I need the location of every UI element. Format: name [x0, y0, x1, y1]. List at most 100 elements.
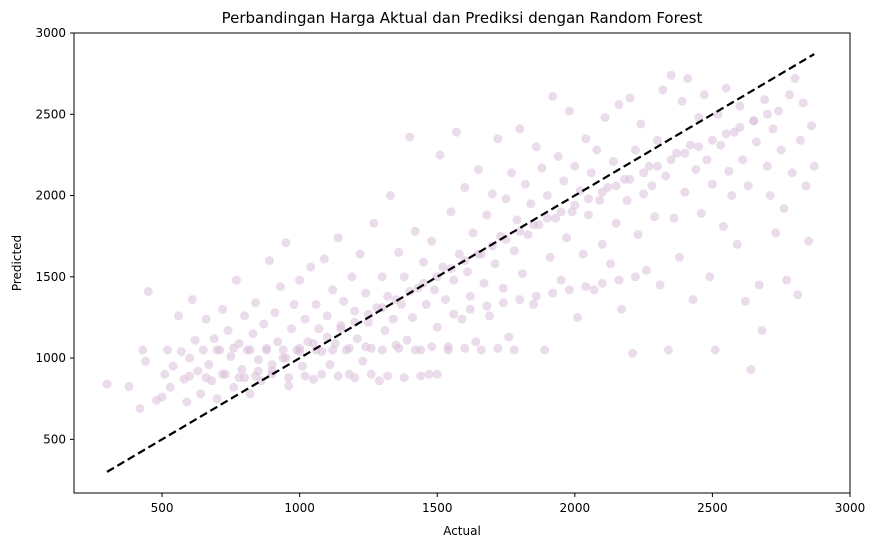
scatter-point — [630, 145, 640, 155]
scatter-point — [652, 135, 662, 145]
scatter-point — [482, 301, 492, 311]
scatter-point — [545, 252, 555, 262]
scatter-point — [380, 326, 390, 335]
x-tick-label: 2000 — [560, 501, 591, 515]
scatter-point — [430, 285, 439, 295]
scatter-point — [281, 238, 291, 248]
y-tick-label: 1500 — [35, 270, 66, 284]
scatter-point — [209, 334, 219, 344]
scatter-point — [523, 230, 533, 240]
scatter-point — [713, 109, 723, 119]
scatter-point — [804, 236, 814, 246]
scatter-point — [295, 275, 305, 285]
scatter-point — [185, 353, 195, 363]
scatter-point — [658, 85, 668, 95]
scatter-point — [633, 230, 643, 240]
scatter-point — [135, 404, 145, 413]
scatter-point — [762, 161, 772, 171]
y-tick-label: 1000 — [35, 351, 66, 365]
scatter-point — [771, 228, 781, 238]
scatter-point — [185, 371, 195, 381]
scatter-point — [666, 70, 676, 80]
scatter-point — [308, 339, 318, 348]
scatter-point — [630, 272, 640, 282]
scatter-point — [361, 288, 371, 298]
scatter-point — [198, 345, 208, 355]
scatter-point — [427, 236, 437, 246]
scatter-point — [669, 213, 679, 223]
scatter-point — [584, 210, 594, 220]
scatter-point — [608, 156, 618, 166]
scatter-point — [809, 161, 819, 171]
scatter-point — [564, 285, 574, 295]
scatter-point — [614, 275, 624, 285]
scatter-point — [716, 140, 726, 150]
scatter-point — [531, 142, 541, 152]
scatter-point — [165, 382, 175, 392]
scatter-point — [509, 345, 519, 355]
scatter-point — [798, 98, 808, 108]
scatter-point — [680, 187, 690, 197]
scatter-point — [226, 352, 236, 361]
scatter-point — [518, 269, 527, 279]
scatter-point — [297, 361, 307, 371]
scatter-point — [231, 275, 241, 285]
scatter-point — [540, 345, 550, 355]
scatter-point — [578, 249, 588, 259]
y-tick-label: 500 — [43, 432, 66, 446]
scatter-point — [454, 249, 464, 259]
scatter-point — [614, 100, 624, 109]
scatter-point — [625, 93, 635, 103]
scatter-point — [721, 83, 731, 93]
scatter-point — [641, 265, 651, 275]
scatter-point — [138, 345, 148, 355]
scatter-point — [386, 191, 395, 200]
scatter-point — [281, 353, 291, 363]
scatter-point — [537, 163, 547, 173]
scatter-point — [275, 282, 285, 292]
scatter-point — [223, 326, 233, 335]
scatter-point — [743, 181, 753, 191]
scatter-point — [452, 127, 461, 137]
scatter-point — [531, 291, 541, 301]
scatter-point — [471, 337, 481, 347]
scatter-point — [394, 247, 404, 257]
x-tick-label: 1000 — [284, 501, 315, 515]
x-axis-label: Actual — [443, 524, 481, 538]
scatter-point — [449, 275, 459, 285]
scatter-point — [520, 179, 530, 189]
scatter-point — [586, 168, 596, 178]
scatter-point — [193, 366, 203, 376]
scatter-point — [782, 275, 792, 285]
scatter-point — [498, 298, 508, 308]
scatter-point — [515, 124, 525, 134]
scatter-point — [691, 165, 701, 174]
scatter-point — [157, 392, 167, 402]
scatter-point — [515, 295, 525, 305]
scatter-point — [421, 299, 431, 309]
scatter-point — [240, 373, 250, 383]
scatter-point — [201, 373, 211, 383]
scatter-point — [253, 355, 263, 365]
scatter-point — [762, 109, 772, 119]
scatter-point — [581, 134, 591, 144]
scatter-point — [457, 314, 467, 324]
scatter-point — [611, 218, 621, 228]
scatter-point — [482, 210, 492, 220]
scatter-point — [441, 295, 450, 305]
scatter-point — [779, 204, 789, 213]
scatter-point — [286, 324, 296, 334]
scatter-point — [435, 150, 445, 160]
scatter-point — [699, 90, 709, 100]
scatter-point — [625, 174, 635, 184]
scatter-point — [674, 252, 684, 262]
scatter-point — [300, 314, 310, 324]
scatter-point — [479, 278, 489, 288]
scatter-point — [182, 397, 192, 407]
scatter-point — [229, 343, 239, 353]
scatter-point — [410, 226, 420, 236]
scatter-point — [611, 181, 621, 191]
x-tick-label: 1500 — [422, 501, 453, 515]
scatter-point — [749, 116, 759, 126]
